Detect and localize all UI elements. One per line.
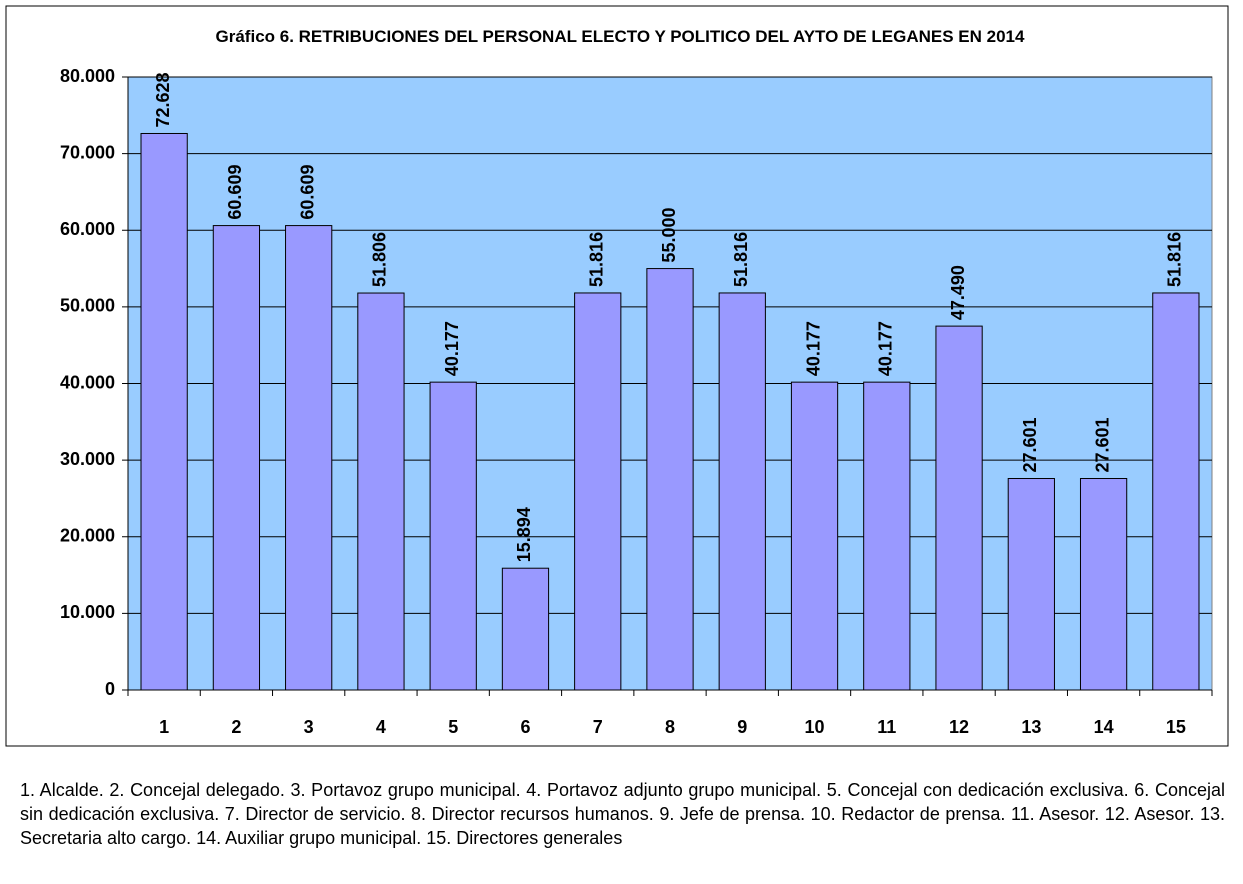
bar	[863, 381, 911, 691]
x-tick-label: 6	[520, 717, 530, 737]
bar	[1152, 292, 1200, 691]
value-label: 60.609	[297, 165, 317, 220]
value-label: 51.806	[370, 232, 390, 287]
x-tick-label: 9	[737, 717, 747, 737]
value-label: 51.816	[1165, 232, 1185, 287]
y-tick-label: 10.000	[60, 602, 115, 622]
bar	[1007, 478, 1055, 691]
y-tick-label: 80.000	[60, 66, 115, 86]
bar	[790, 381, 839, 691]
y-tick-label: 30.000	[60, 449, 115, 469]
y-tick-label: 0	[105, 679, 115, 699]
value-label: 40.177	[442, 321, 462, 376]
bar	[285, 225, 333, 691]
x-tick-label: 8	[665, 717, 675, 737]
bar	[140, 132, 188, 691]
value-label: 55.000	[659, 208, 679, 263]
value-label: 40.177	[876, 321, 896, 376]
y-tick-label: 20.000	[60, 526, 115, 546]
value-label: 15.894	[514, 507, 534, 562]
bar	[212, 225, 261, 691]
bar	[357, 292, 405, 691]
x-tick-label: 3	[304, 717, 314, 737]
x-tick-label: 14	[1094, 717, 1114, 737]
chart-title: Gráfico 6. RETRIBUCIONES DEL PERSONAL EL…	[215, 27, 1025, 46]
value-label: 27.601	[1020, 417, 1040, 472]
y-tick-label: 40.000	[60, 372, 115, 392]
y-tick-label: 60.000	[60, 219, 115, 239]
value-label: 51.816	[586, 232, 606, 287]
bar	[718, 292, 766, 691]
x-tick-label: 12	[949, 717, 969, 737]
x-tick-label: 10	[805, 717, 825, 737]
x-tick-label: 11	[877, 717, 896, 737]
x-tick-label: 2	[231, 717, 241, 737]
y-tick-label: 70.000	[60, 142, 115, 162]
value-label: 40.177	[803, 321, 823, 376]
x-tick-label: 4	[376, 717, 386, 737]
bar	[501, 567, 550, 691]
value-label: 47.490	[948, 265, 968, 320]
y-tick-label: 50.000	[60, 296, 115, 316]
bar	[935, 325, 983, 691]
x-tick-label: 5	[448, 717, 458, 737]
x-tick-label: 15	[1166, 717, 1186, 737]
bar	[574, 292, 622, 691]
x-tick-label: 7	[593, 717, 603, 737]
value-label: 60.609	[225, 165, 245, 220]
bar	[1079, 478, 1128, 691]
bar	[429, 381, 477, 691]
bar	[646, 268, 694, 691]
value-label: 51.816	[731, 232, 751, 287]
x-tick-label: 13	[1021, 717, 1041, 737]
caption: 1. Alcalde. 2. Concejal delegado. 3. Por…	[20, 780, 1225, 848]
value-label: 72.628	[153, 72, 173, 127]
x-tick-label: 1	[159, 717, 169, 737]
value-label: 27.601	[1092, 417, 1112, 472]
